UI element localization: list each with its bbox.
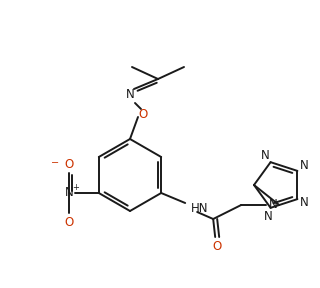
Text: N: N	[300, 196, 309, 209]
Text: N: N	[269, 198, 277, 211]
Text: N: N	[261, 149, 270, 162]
Text: O: O	[64, 158, 74, 171]
Text: O: O	[212, 240, 222, 253]
Text: N: N	[64, 187, 73, 200]
Text: O: O	[64, 215, 74, 228]
Text: O: O	[138, 109, 148, 122]
Text: N: N	[126, 88, 134, 101]
Text: N: N	[300, 159, 309, 173]
Text: N: N	[264, 210, 273, 223]
Text: +: +	[72, 183, 79, 192]
Text: HN: HN	[191, 202, 209, 215]
Text: −: −	[51, 158, 59, 168]
